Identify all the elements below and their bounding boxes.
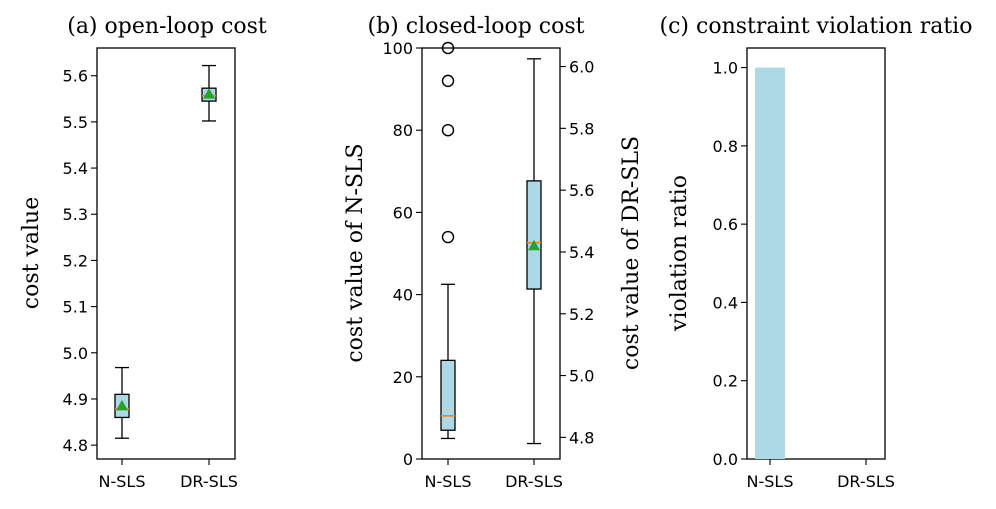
- y-tick-b-label-2: 40: [393, 286, 413, 305]
- box-b-dr-sls-mean-marker: [528, 239, 540, 251]
- y-tick-a-label-2: 5.0: [63, 344, 88, 363]
- y-tick-a-label-5: 5.3: [63, 205, 88, 224]
- box-b-n-sls-box: [440, 359, 456, 431]
- boxes-b: [440, 41, 542, 445]
- y-tick-a-label-8: 5.6: [63, 67, 88, 86]
- bars-c: [755, 67, 785, 460]
- plot-frame-c: [746, 47, 886, 460]
- y-tick-c-label-5: 1.0: [713, 59, 738, 78]
- y-axis-label-b-left: cost value of N-SLS: [343, 143, 368, 362]
- y-tick-c-label-1: 0.2: [713, 372, 738, 391]
- box-b-n-sls-outlier-3: [441, 41, 455, 55]
- box-b-dr-sls-box: [526, 180, 542, 290]
- y-tick-b-label-1: 20: [393, 368, 413, 387]
- y-tick-b-label-0: 0: [403, 450, 413, 469]
- x-ticks-a: N-SLS DR-SLS: [99, 459, 238, 491]
- box-b-n-sls-outlier-1: [441, 123, 455, 137]
- y-tick-c-label-2: 0.4: [713, 293, 738, 312]
- chart-title-b: (b) closed-loop cost: [368, 14, 585, 39]
- y-ticks-b-left: 0 20 40 60 80 100: [382, 39, 422, 469]
- y-tick-b-label-4: 80: [393, 121, 413, 140]
- y-tick-a-label-3: 5.1: [63, 298, 88, 317]
- x-ticks-c: N-SLS DR-SLS: [747, 459, 895, 491]
- boxes-a: [114, 64, 217, 439]
- y-ticks-b-right: 4.8 5.0 5.2 5.4 5.6 5.8 6.0: [560, 58, 594, 447]
- y-axis-label-b-right: cost value of DR-SLS: [619, 136, 644, 370]
- y-tick-b-right-label-0: 4.8: [569, 428, 594, 447]
- panel-open-loop-cost: (a) open-loop cost cost value 4.8 4.9 5.0 5…: [19, 14, 267, 491]
- y-ticks-a: 4.8 4.9 5.0 5.1 5.2 5.3 5.4 5.5 5.6: [63, 67, 97, 455]
- box-b-n-sls-outlier-2: [441, 74, 455, 88]
- x-tick-label-c-1: DR-SLS: [837, 472, 895, 491]
- y-axis-label-c: violation ratio: [667, 175, 692, 332]
- y-tick-a-label-7: 5.5: [63, 113, 88, 132]
- y-tick-b-right-label-4: 5.6: [569, 181, 594, 200]
- y-tick-b-right-label-1: 5.0: [569, 367, 594, 386]
- box-a-n-sls-mean-marker: [116, 399, 128, 411]
- chart-title-a: (a) open-loop cost: [67, 14, 267, 39]
- y-tick-a-label-6: 5.4: [63, 159, 88, 178]
- y-tick-a-label-1: 4.9: [63, 390, 88, 409]
- box-b-n-sls-outlier-0: [441, 230, 455, 244]
- x-tick-label-a-0: N-SLS: [99, 472, 146, 491]
- y-tick-c-label-0: 0.0: [713, 450, 738, 469]
- panel-closed-loop-cost: (b) closed-loop cost cost value of N-SLS…: [343, 14, 644, 491]
- x-tick-label-a-1: DR-SLS: [180, 472, 238, 491]
- y-tick-c-label-4: 0.8: [713, 137, 738, 156]
- y-tick-b-right-label-5: 5.8: [569, 119, 594, 138]
- y-tick-b-right-label-6: 6.0: [569, 58, 594, 77]
- y-tick-a-label-0: 4.8: [63, 436, 88, 455]
- y-tick-b-label-5: 100: [382, 39, 413, 58]
- y-tick-c-label-3: 0.6: [713, 215, 738, 234]
- bar-c-n-sls: [755, 67, 785, 460]
- box-a-dr-sls-mean-marker: [203, 88, 215, 99]
- y-tick-a-label-4: 5.2: [63, 251, 88, 270]
- plot-frame-a: [96, 47, 236, 460]
- x-tick-label-c-0: N-SLS: [747, 472, 794, 491]
- x-tick-label-b-0: N-SLS: [425, 472, 472, 491]
- y-tick-b-right-label-3: 5.4: [569, 243, 594, 262]
- plot-frame-b: [421, 47, 561, 460]
- y-ticks-c: 0.0 0.2 0.4 0.6 0.8 1.0: [713, 59, 747, 469]
- x-ticks-b: N-SLS DR-SLS: [425, 459, 563, 491]
- x-tick-label-b-1: DR-SLS: [505, 472, 563, 491]
- y-tick-b-right-label-2: 5.2: [569, 305, 594, 324]
- y-tick-b-label-3: 60: [393, 203, 413, 222]
- panel-constraint-violation-ratio: (c) constraint violation ratio violation…: [660, 14, 973, 491]
- chart-title-c: (c) constraint violation ratio: [660, 14, 973, 39]
- y-axis-label-a: cost value: [19, 197, 44, 309]
